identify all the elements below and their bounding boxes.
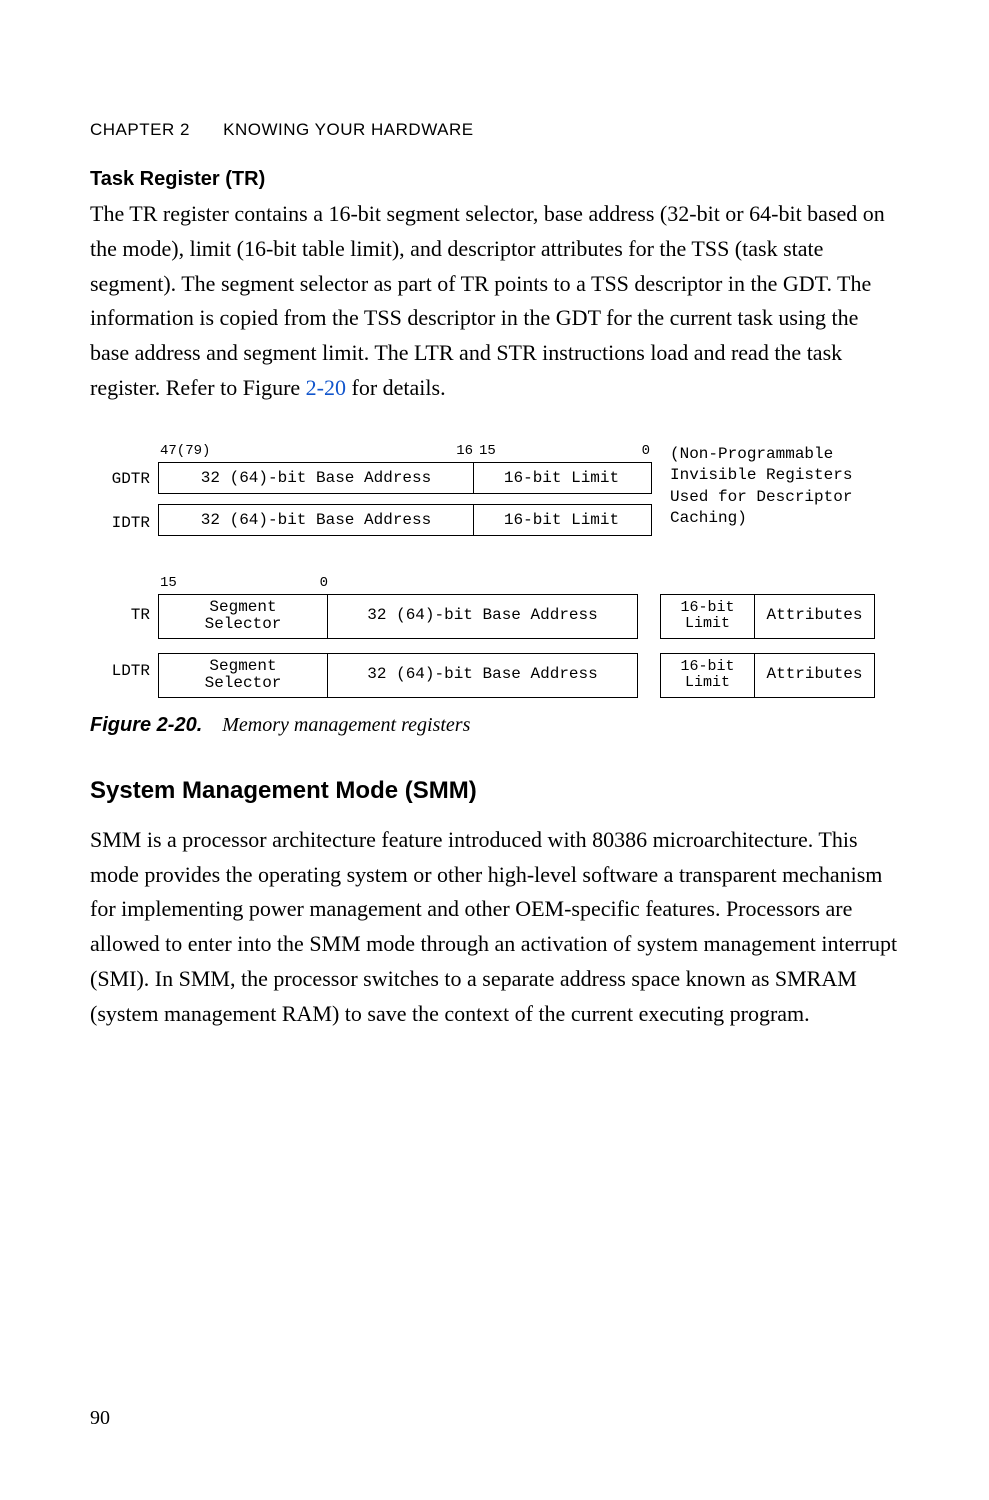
bit-label-15-text: 15 — [479, 444, 496, 458]
figure-link[interactable]: 2-20 — [306, 375, 346, 400]
idtr-box: 32 (64)-bit Base Address 16-bit Limit — [158, 504, 652, 536]
gdtr-base-cell: 32 (64)-bit Base Address — [159, 463, 474, 493]
top-boxes-stack: 47(79) 16 15 0 32 (64)-bit Base Address … — [158, 444, 652, 536]
bit-label-47: 47(79) — [158, 444, 475, 462]
idtr-label: IDTR — [90, 506, 150, 540]
tr-seg-cell: Segment Selector — [158, 594, 328, 639]
side-note: (Non-Programmable Invisible Registers Us… — [652, 444, 880, 530]
diagram-bottom-group: TR LDTR 15 0 Segment Selector 32 (64)-bi… — [90, 576, 899, 698]
smm-heading: System Management Mode (SMM) — [90, 777, 899, 805]
smm-body: SMM is a processor architecture feature … — [90, 823, 899, 1032]
chapter-header: CHAPTER 2 KNOWING YOUR HARDWARE — [90, 120, 899, 140]
bit-labels-top: 47(79) 16 15 0 — [158, 444, 652, 462]
figure-2-20: GDTR IDTR 47(79) 16 15 0 32 (64)-bit Bas… — [90, 444, 899, 698]
diagram-top-group: GDTR IDTR 47(79) 16 15 0 32 (64)-bit Bas… — [90, 444, 899, 540]
bottom-labels-column: TR LDTR — [90, 576, 158, 692]
chapter-number: CHAPTER 2 — [90, 120, 190, 139]
ldtr-seg-cell: Segment Selector — [158, 653, 328, 698]
caption-text: Memory management registers — [222, 714, 470, 736]
idtr-base-cell: 32 (64)-bit Base Address — [159, 505, 474, 535]
caption-label: Figure 2-20. — [90, 714, 202, 736]
bit-label-16-text: 16 — [456, 444, 473, 458]
gdtr-label: GDTR — [90, 462, 150, 496]
tr-heading: Task Register (TR) — [90, 168, 899, 191]
tr-base-cell: 32 (64)-bit Base Address — [328, 594, 638, 639]
gdtr-box: 32 (64)-bit Base Address 16-bit Limit — [158, 462, 652, 494]
tr-box: Segment Selector 32 (64)-bit Base Addres… — [158, 594, 875, 639]
tr-attr-cell: Attributes — [755, 594, 875, 639]
ldtr-box: Segment Selector 32 (64)-bit Base Addres… — [158, 653, 875, 698]
idtr-limit-cell: 16-bit Limit — [474, 505, 649, 535]
tr-limit-cell: 16-bit Limit — [660, 594, 755, 639]
tr-body: The TR register contains a 16-bit segmen… — [90, 197, 899, 406]
bit-label-0: 0 — [475, 444, 652, 462]
tr-body-post: for details. — [346, 375, 446, 400]
tr-gap — [638, 594, 660, 639]
bit-labels-mid: 15 0 — [158, 576, 875, 594]
top-labels-column: GDTR IDTR — [90, 444, 158, 540]
tr-label: TR — [90, 594, 150, 636]
bit-label-m15: 15 — [158, 576, 330, 594]
ldtr-attr-cell: Attributes — [755, 653, 875, 698]
tr-body-pre: The TR register contains a 16-bit segmen… — [90, 201, 885, 400]
ldtr-gap — [638, 653, 660, 698]
page: CHAPTER 2 KNOWING YOUR HARDWARE Task Reg… — [0, 0, 989, 1500]
figure-caption: Figure 2-20. Memory management registers — [90, 714, 899, 737]
ldtr-label: LDTR — [90, 650, 150, 692]
ldtr-limit-cell: 16-bit Limit — [660, 653, 755, 698]
chapter-title: KNOWING YOUR HARDWARE — [223, 120, 473, 139]
bit-label-m0-text: 0 — [320, 576, 328, 590]
gdtr-limit-cell: 16-bit Limit — [474, 463, 649, 493]
page-number: 90 — [90, 1407, 110, 1430]
bottom-boxes-stack: 15 0 Segment Selector 32 (64)-bit Base A… — [158, 576, 875, 698]
ldtr-base-cell: 32 (64)-bit Base Address — [328, 653, 638, 698]
